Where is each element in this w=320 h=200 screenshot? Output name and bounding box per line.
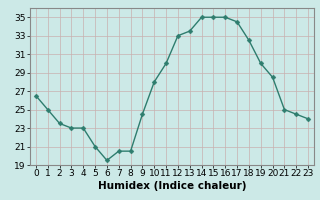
X-axis label: Humidex (Indice chaleur): Humidex (Indice chaleur) (98, 181, 246, 191)
